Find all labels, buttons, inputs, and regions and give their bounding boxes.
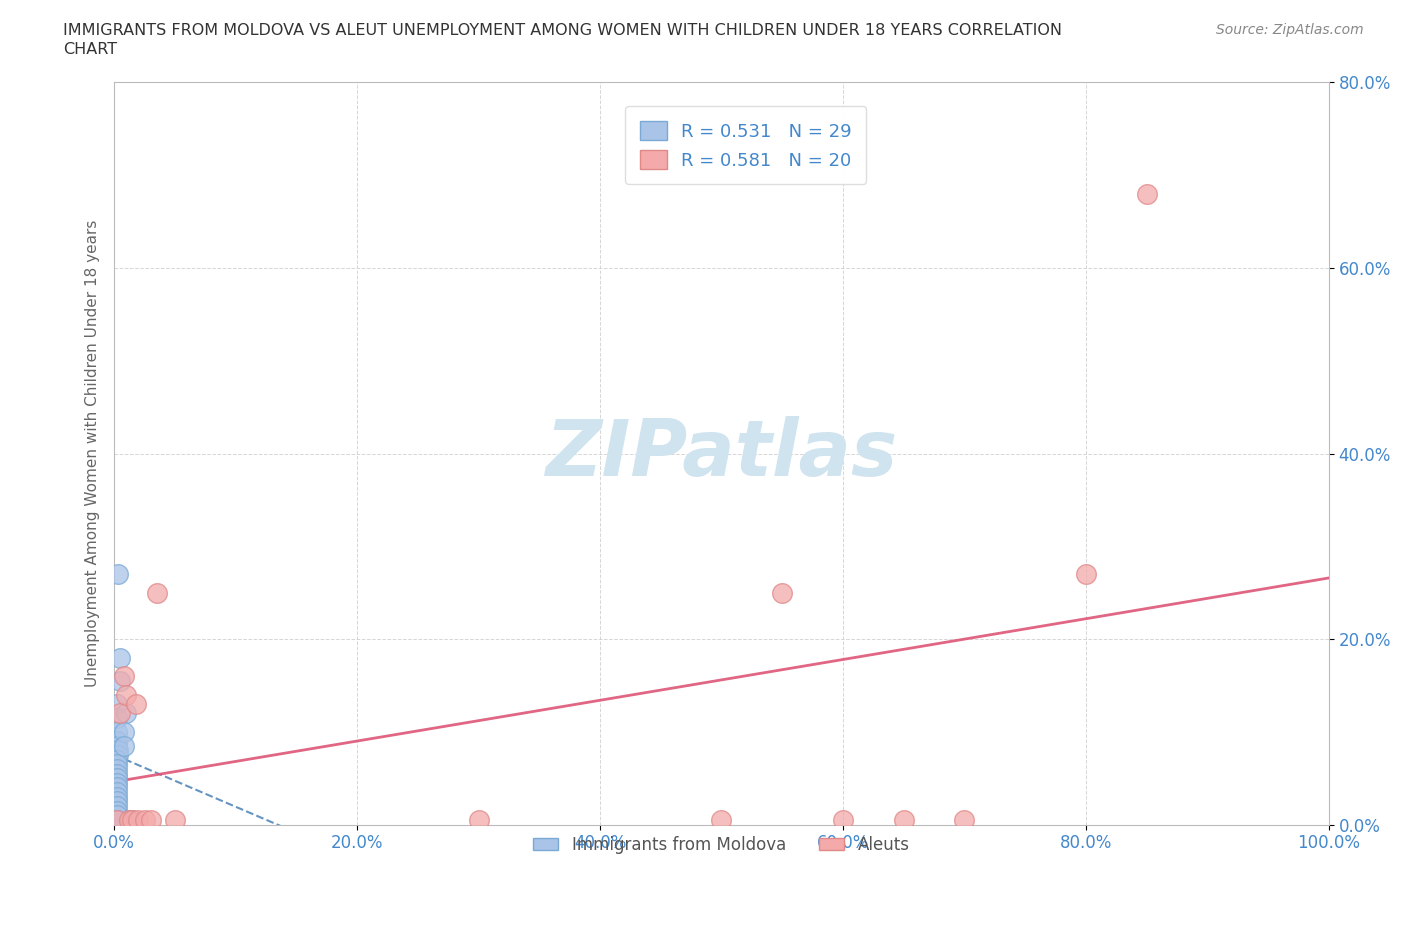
Point	[105, 752, 128, 767]
Text: IMMIGRANTS FROM MOLDOVA VS ALEUT UNEMPLOYMENT AMONG WOMEN WITH CHILDREN UNDER 18: IMMIGRANTS FROM MOLDOVA VS ALEUT UNEMPLO…	[63, 23, 1063, 38]
Point	[118, 813, 141, 828]
Point	[105, 799, 128, 814]
Point	[127, 813, 149, 828]
Point	[105, 734, 128, 749]
Point	[110, 650, 132, 665]
Text: Source: ZipAtlas.com: Source: ZipAtlas.com	[1216, 23, 1364, 37]
Point	[105, 711, 128, 725]
Point	[105, 762, 128, 777]
Point	[112, 724, 135, 739]
Point	[105, 738, 128, 753]
Point	[118, 813, 141, 828]
Text: CHART: CHART	[63, 42, 117, 57]
Point	[105, 790, 128, 804]
Point	[105, 697, 128, 711]
Point	[105, 776, 128, 790]
Point	[110, 706, 132, 721]
Point	[105, 757, 128, 772]
Text: ZIPatlas: ZIPatlas	[546, 416, 897, 492]
Point	[105, 804, 128, 818]
Point	[107, 748, 129, 763]
Point	[125, 697, 148, 711]
Point	[105, 808, 128, 823]
Point	[105, 724, 128, 739]
Point	[115, 687, 138, 702]
Point	[467, 813, 489, 828]
Point	[1074, 566, 1097, 581]
Point	[107, 743, 129, 758]
Y-axis label: Unemployment Among Women with Children Under 18 years: Unemployment Among Women with Children U…	[86, 219, 100, 687]
Point	[112, 669, 135, 684]
Point	[134, 813, 156, 828]
Point	[710, 813, 733, 828]
Point	[105, 785, 128, 800]
Point	[110, 673, 132, 688]
Point	[105, 771, 128, 786]
Point	[145, 585, 167, 600]
Point	[105, 794, 128, 809]
Point	[163, 813, 186, 828]
Point	[832, 813, 855, 828]
Point	[105, 813, 128, 828]
Point	[105, 813, 128, 828]
Point	[105, 766, 128, 781]
Point	[770, 585, 793, 600]
Point	[893, 813, 915, 828]
Point	[115, 706, 138, 721]
Point	[139, 813, 162, 828]
Point	[121, 813, 143, 828]
Point	[112, 738, 135, 753]
Point	[121, 813, 143, 828]
Point	[953, 813, 976, 828]
Point	[107, 566, 129, 581]
Legend: Immigrants from Moldova, Aleuts: Immigrants from Moldova, Aleuts	[527, 830, 917, 861]
Point	[105, 780, 128, 795]
Point	[1135, 186, 1157, 201]
